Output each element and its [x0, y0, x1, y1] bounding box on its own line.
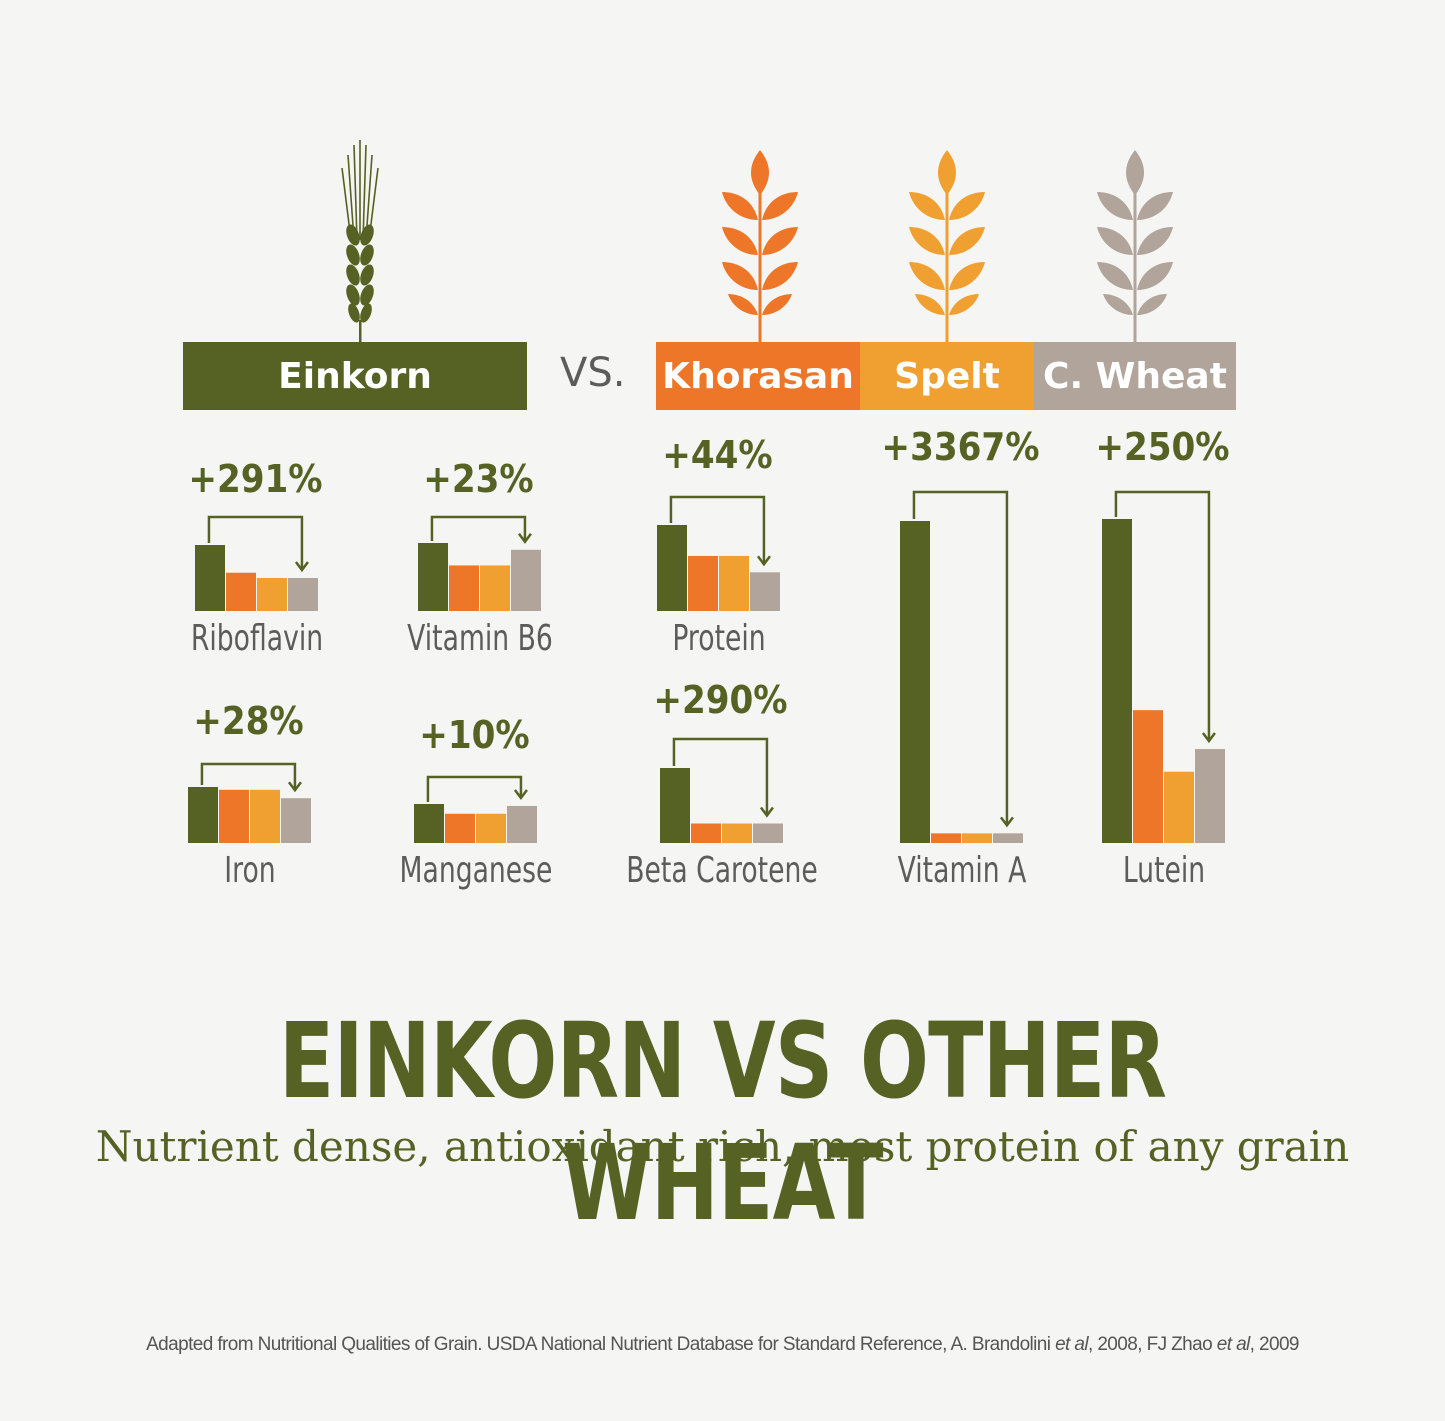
- increase-label-lutein: +250%: [1095, 424, 1229, 469]
- bar-lutein-einkorn: [1102, 519, 1132, 843]
- bar-beta-carotene-c-wheat: [753, 823, 783, 843]
- increase-label-protein: +44%: [662, 432, 772, 477]
- bar-iron-khorasan: [219, 789, 249, 843]
- spelt-wheat-icon: [909, 150, 985, 345]
- bar-riboflavin-c-wheat: [288, 578, 318, 611]
- nutrient-label-lutein: Lutein: [1123, 850, 1205, 891]
- vs-label: VS.: [560, 350, 626, 396]
- khorasan-header-label: Khorasan: [662, 355, 854, 397]
- c-wheat-header-label: C. Wheat: [1043, 355, 1227, 397]
- spelt-header-label: Spelt: [894, 355, 1000, 397]
- bracket-manganese: [426, 775, 523, 802]
- bar-beta-carotene-spelt: [722, 823, 752, 843]
- source-citation: Adapted from Nutritional Qualities of Gr…: [0, 1334, 1445, 1356]
- bar-protein-khorasan: [688, 555, 718, 611]
- arrowhead-beta-carotene: [759, 806, 774, 818]
- bar-vitamin-b6-c-wheat: [511, 549, 541, 611]
- bar-beta-carotene-khorasan: [691, 823, 721, 843]
- bar-riboflavin-khorasan: [226, 572, 256, 611]
- bar-vitamin-b6-spelt: [480, 565, 510, 611]
- page-subtitle: Nutrient dense, antioxidant rich, most p…: [95, 1122, 1350, 1171]
- bracket-iron: [200, 762, 297, 791]
- arrowhead-riboflavin: [294, 561, 309, 573]
- bar-vitamin-a-einkorn: [900, 521, 930, 843]
- increase-label-vitamin-a: +3367%: [881, 424, 1039, 469]
- page-title: EINKORN VS OTHER WHEAT: [278, 1000, 1167, 1244]
- khorasan-header: Khorasan: [656, 342, 860, 410]
- bar-manganese-einkorn: [414, 804, 444, 843]
- arrowhead-iron: [287, 781, 302, 793]
- arrowhead-vitamin-a: [999, 816, 1014, 828]
- nutrient-label-protein: Protein: [672, 618, 765, 659]
- nutrient-label-riboflavin: Riboflavin: [191, 618, 323, 659]
- source-part2: , 2008, FJ Zhao: [1087, 1334, 1217, 1355]
- bar-manganese-khorasan: [445, 813, 475, 843]
- nutrient-label-beta-carotene: Beta Carotene: [626, 850, 818, 891]
- bar-beta-carotene-einkorn: [660, 768, 690, 843]
- source-part1: Adapted from Nutritional Qualities of Gr…: [146, 1334, 1056, 1355]
- nutrient-label-manganese: Manganese: [400, 850, 553, 891]
- bar-manganese-spelt: [476, 813, 506, 843]
- nutrient-chart: +291% Riboflavin +23% Vitamin B6 +44% Protein…: [188, 424, 1230, 891]
- arrowhead-vitamin-b6: [517, 533, 532, 544]
- bar-vitamin-b6-einkorn: [418, 543, 448, 611]
- bar-lutein-spelt: [1164, 771, 1194, 843]
- bar-vitamin-b6-khorasan: [449, 565, 479, 611]
- arrowhead-lutein: [1201, 732, 1216, 744]
- bar-riboflavin-einkorn: [195, 545, 225, 611]
- bar-riboflavin-spelt: [257, 578, 287, 611]
- bracket-lutein: [1114, 490, 1211, 742]
- einkorn-header: Einkorn: [183, 342, 527, 410]
- bracket-vitamin-a: [912, 490, 1009, 826]
- bar-iron-spelt: [250, 789, 280, 843]
- bar-iron-c-wheat: [281, 798, 311, 843]
- bar-vitamin-a-spelt: [962, 833, 992, 843]
- increase-label-iron: +28%: [193, 698, 303, 743]
- bracket-vitamin-b6: [430, 515, 527, 542]
- arrowhead-manganese: [513, 789, 528, 801]
- increase-label-manganese: +10%: [419, 712, 529, 757]
- bar-manganese-c-wheat: [507, 805, 537, 843]
- source-part3: , 2009: [1249, 1334, 1300, 1355]
- bar-lutein-khorasan: [1133, 710, 1163, 843]
- einkorn-header-label: Einkorn: [278, 355, 432, 397]
- increase-label-beta-carotene: +290%: [653, 677, 787, 722]
- bracket-riboflavin: [207, 515, 304, 570]
- source-etal1: et al: [1055, 1334, 1089, 1355]
- source-etal2: et al: [1216, 1334, 1251, 1355]
- bracket-beta-carotene: [672, 737, 769, 816]
- increase-label-riboflavin: +291%: [188, 456, 322, 501]
- bracket-protein: [669, 495, 766, 565]
- bar-vitamin-a-khorasan: [931, 833, 961, 843]
- nutrient-label-iron: Iron: [224, 850, 275, 891]
- bar-iron-einkorn: [188, 787, 218, 843]
- khorasan-wheat-icon: [722, 150, 798, 345]
- c-wheat-wheat-icon: [1097, 150, 1173, 345]
- increase-label-vitamin-b6: +23%: [423, 456, 533, 501]
- bar-vitamin-a-c-wheat: [993, 833, 1023, 843]
- nutrient-label-vitamin-a: Vitamin A: [898, 850, 1027, 891]
- bar-lutein-c-wheat: [1195, 749, 1225, 843]
- nutrient-label-vitamin-b6: Vitamin B6: [407, 618, 553, 659]
- bar-protein-einkorn: [657, 525, 687, 611]
- bar-protein-spelt: [719, 555, 749, 611]
- arrowhead-protein: [756, 555, 771, 567]
- spelt-header: Spelt: [860, 342, 1034, 410]
- c-wheat-header: C. Wheat: [1034, 342, 1236, 410]
- einkorn-wheat-icon: [341, 140, 379, 345]
- bar-protein-c-wheat: [750, 572, 780, 611]
